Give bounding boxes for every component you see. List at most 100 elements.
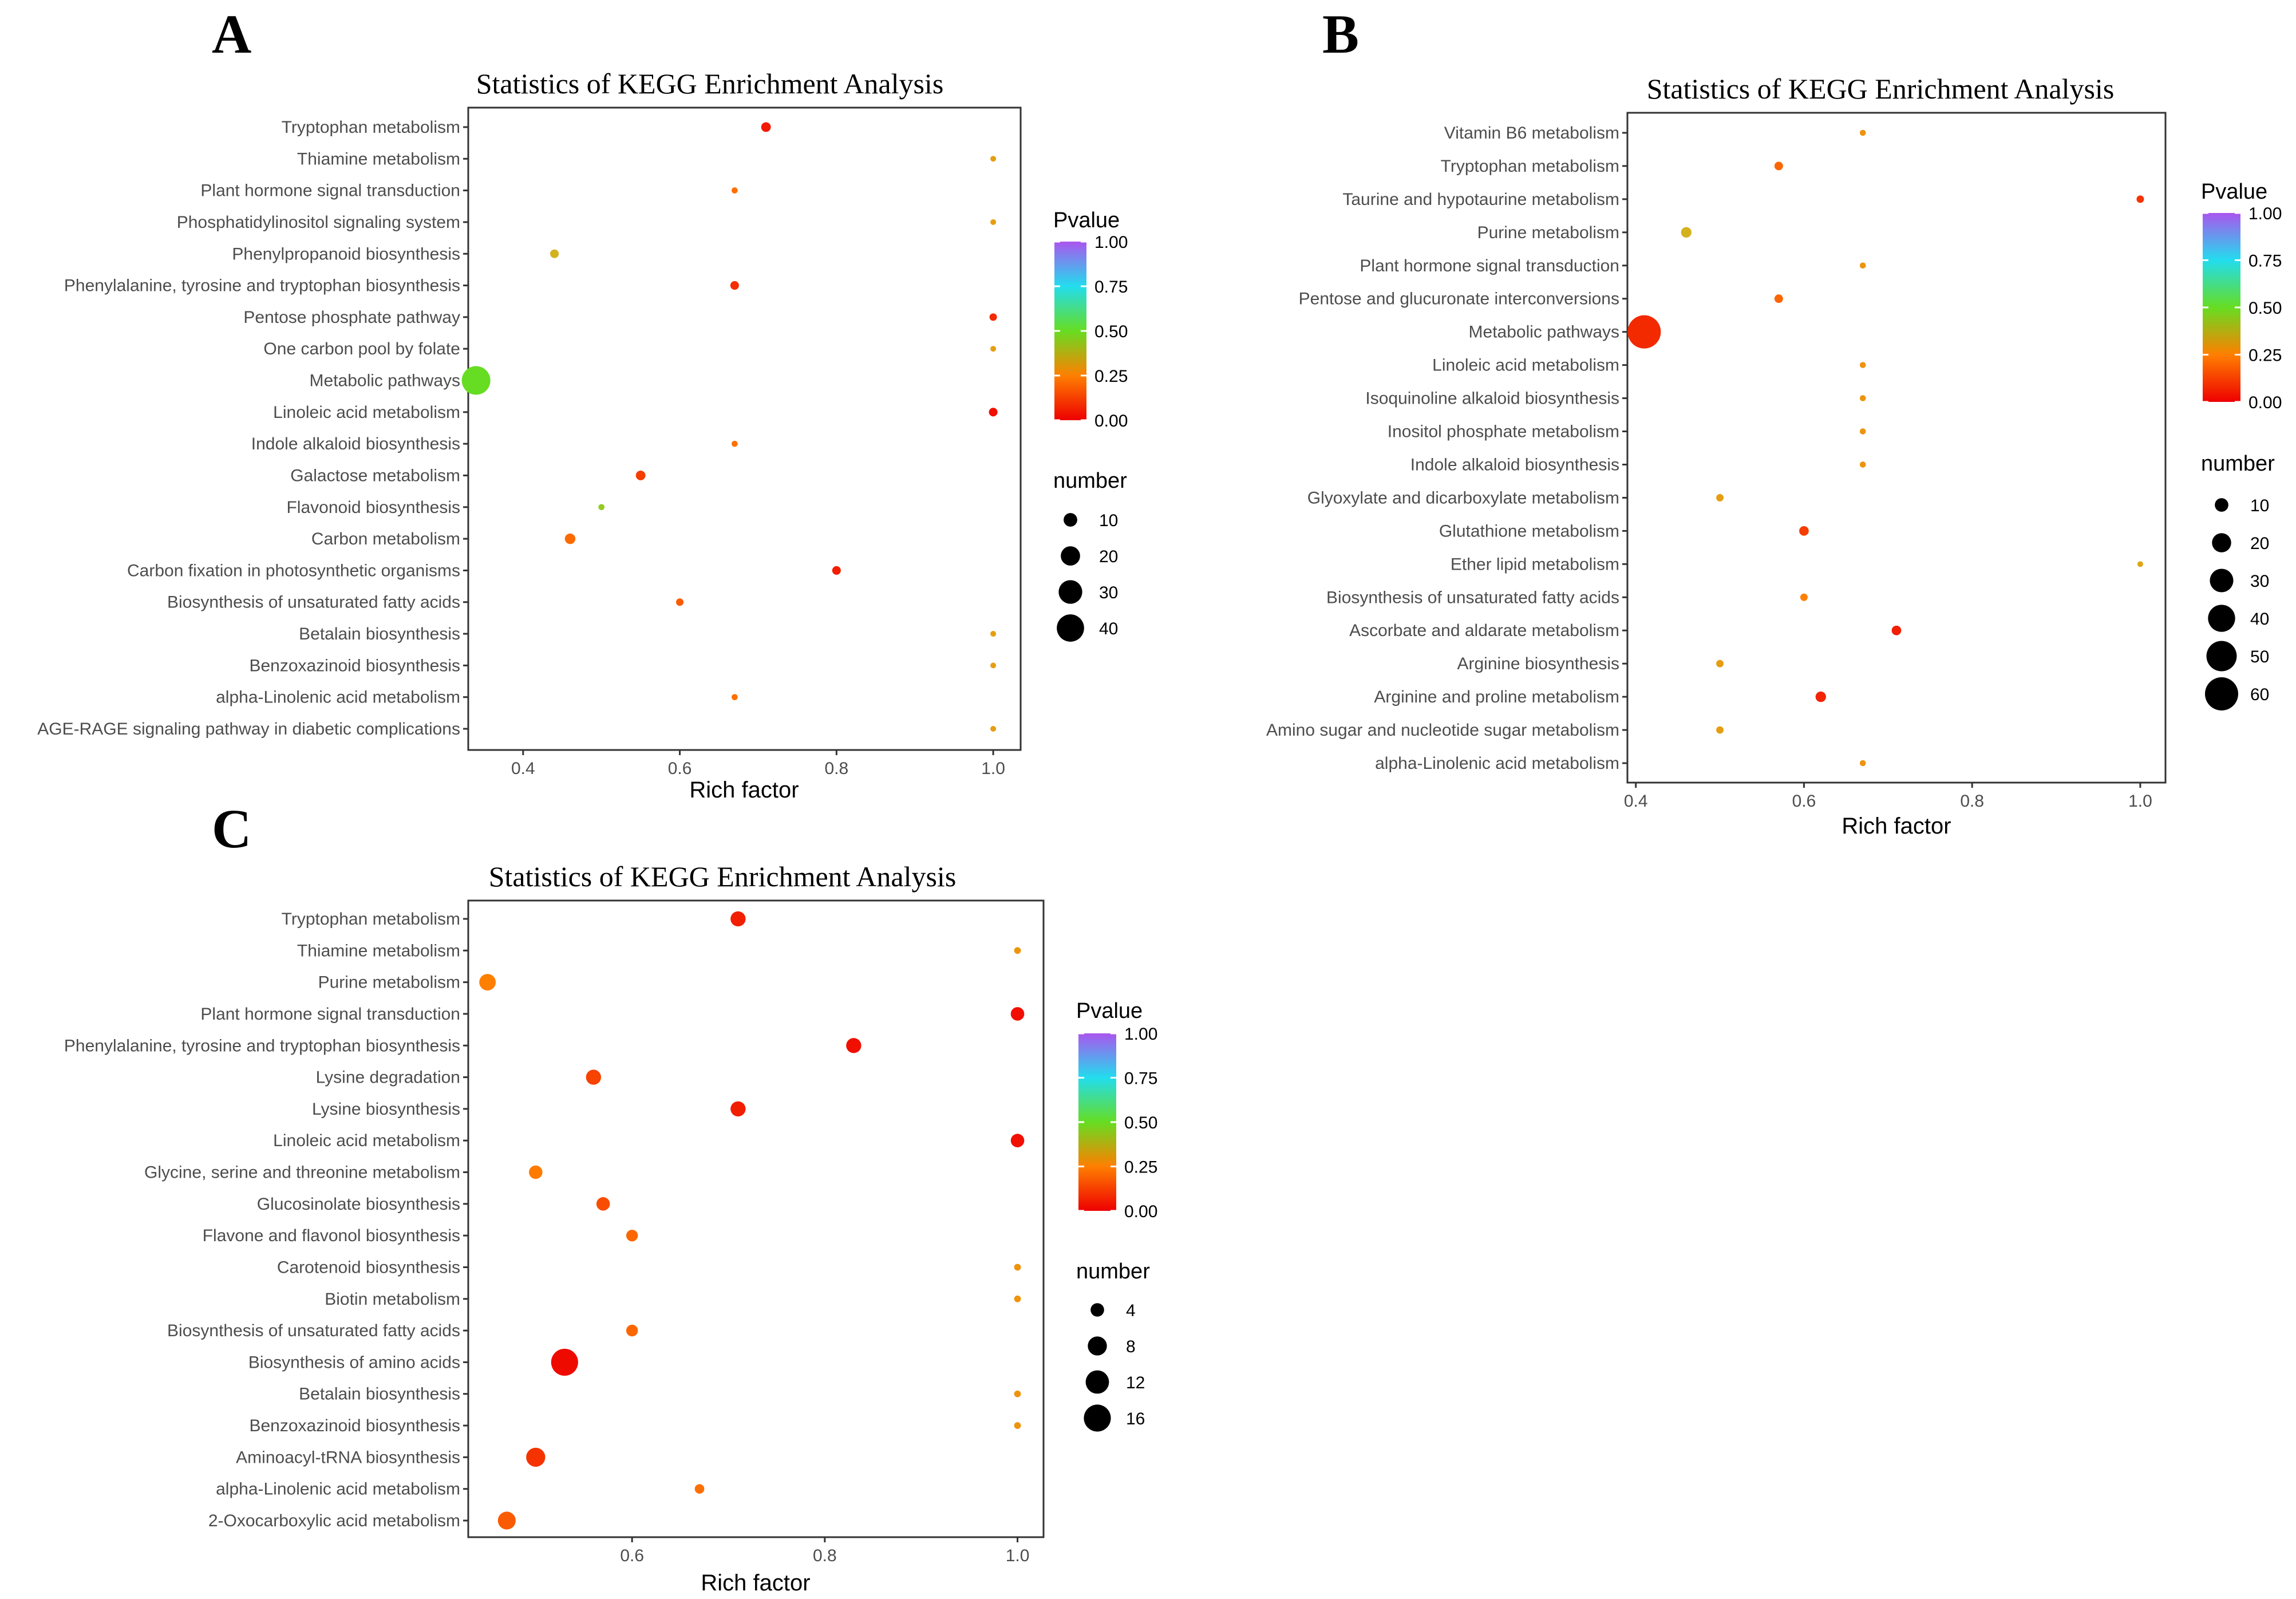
y-tick-label: Biosynthesis of unsaturated fatty acids [167,1321,460,1340]
size-legend-dot [1057,614,1084,642]
data-point [2136,195,2144,203]
plot-frame [467,899,1045,1538]
y-tick-label: Biosynthesis of unsaturated fatty acids [167,593,460,612]
number-legend: number 10 20 30 40 [1053,469,1127,642]
data-point [2137,561,2143,567]
data-point [732,440,738,447]
y-tick-label: Plant hormone signal transduction [200,1005,460,1024]
x-tick-label: 1.0 [981,759,1005,778]
data-point [990,219,997,225]
data-point [990,662,997,669]
size-legend-label: 10 [1099,511,1118,530]
size-legend-dot [1090,1303,1104,1317]
y-tick-label: Purine metabolism [318,973,460,992]
colorbar-tick-label: 0.50 [1124,1114,1157,1132]
data-point [1716,726,1724,734]
x-tick-label: 0.6 [620,1546,644,1565]
x-axis-title: Rich factor [689,777,799,803]
y-tick-label: Metabolic pathways [1469,323,1619,342]
y-tick-label: alpha-Linolenic acid metabolism [216,688,460,707]
y-tick-label: Plant hormone signal transduction [1360,256,1619,275]
y-tick-label: Phenylalanine, tyrosine and tryptophan b… [64,1036,460,1055]
colorbar-tick-label: 0.25 [2248,346,2282,365]
data-point [1859,760,1866,767]
panel-b: B Statistics of KEGG Enrichment Analysis… [1266,3,2282,839]
size-legend-dot [1085,1370,1109,1394]
panel-a: A Statistics of KEGG Enrichment Analysis… [37,3,1128,803]
data-point [990,156,997,162]
size-legend-label: 4 [1126,1301,1136,1320]
x-axis-title: Rich factor [1841,814,1951,839]
colorbar-tick-label: 0.25 [1124,1158,1157,1177]
data-point [564,533,576,544]
data-point [1014,1264,1021,1271]
y-tick-label: Biotin metabolism [325,1290,460,1309]
data-point [1014,947,1021,954]
y-tick-label: One carbon pool by folate [263,339,460,358]
data-point [730,1101,746,1117]
data-point [1010,1134,1025,1147]
pvalue-legend: Pvalue 1.00 0.75 0.50 0.25 0.00 [1053,208,1128,431]
y-tick-label: Glucosinolate biosynthesis [257,1195,460,1214]
y-tick-label: Ascorbate and aldarate metabolism [1349,621,1619,640]
data-point [761,122,771,132]
pvalue-colorbar [2203,213,2240,402]
y-tick-label: Tryptophan metabolism [1441,157,1619,176]
data-point [596,1197,610,1211]
data-point [1815,691,1826,702]
data-point [676,598,684,606]
y-tick-label: Flavone and flavonol biosynthesis [203,1226,460,1245]
data-point [461,366,491,395]
pvalue-legend: Pvalue 1.00 0.75 0.50 0.25 0.00 [2201,180,2282,412]
colorbar-tick-label: 0.25 [1094,367,1128,386]
panel-letter-a: A [212,3,251,65]
plot-frame [1626,112,2167,784]
y-tick-label: Carotenoid biosynthesis [277,1258,460,1277]
y-tick-label: Tryptophan metabolism [282,910,460,929]
pvalue-legend-title: Pvalue [1053,208,1120,232]
size-legend-dot [2205,677,2238,710]
colorbar-tick-label: 0.00 [1094,412,1128,431]
y-tick-label: Aminoacyl-tRNA biosynthesis [236,1448,460,1467]
data-point [832,566,841,575]
y-tick-label: Linoleic acid metabolism [273,403,460,422]
x-tick-label: 0.8 [1960,792,1984,811]
size-legend-dot [2210,568,2234,593]
number-legend: number 10 20 30 40 50 60 [2201,452,2275,710]
data-point [1859,129,1866,136]
y-tick-label: Vitamin B6 metabolism [1444,124,1619,143]
y-tick-label: Plant hormone signal transduction [200,181,460,200]
y-tick-label: Purine metabolism [1477,223,1619,242]
size-legend-label: 8 [1126,1337,1136,1356]
size-legend-dot [1058,580,1082,604]
y-tick-label: Pentose and glucuronate interconversions [1299,290,1619,309]
data-point [1716,660,1724,668]
colorbar-tick-label: 0.75 [1094,278,1128,297]
y-tick-label: AGE-RAGE signaling pathway in diabetic c… [37,720,460,739]
panel-letter-b: B [1322,3,1359,65]
data-point [990,631,997,637]
number-legend-title: number [1053,469,1127,493]
y-tick-label: Indole alkaloid biosynthesis [251,435,460,453]
data-point [550,249,559,258]
colorbar-tick-label: 0.00 [2248,393,2282,412]
y-tick-label: Flavonoid biosynthesis [286,498,460,517]
y-tick-label: alpha-Linolenic acid metabolism [216,1480,460,1499]
size-legend-dot [1084,1404,1111,1432]
y-tick-label: Linoleic acid metabolism [273,1131,460,1150]
y-tick-label: Biosynthesis of unsaturated fatty acids [1326,588,1619,607]
y-tick-label: Indole alkaloid biosynthesis [1410,455,1619,474]
colorbar-tick-label: 0.50 [2248,299,2282,318]
plot-title: Statistics of KEGG Enrichment Analysis [476,68,944,100]
x-tick-label: 0.4 [511,759,535,778]
data-point [732,187,738,194]
data-point [1014,1295,1021,1302]
y-tick-label: Carbon metabolism [311,530,460,548]
size-legend-dot [2212,533,2231,552]
plot-title: Statistics of KEGG Enrichment Analysis [489,860,957,893]
data-point [1859,262,1866,269]
data-point [635,471,646,480]
size-legend-label: 60 [2250,685,2269,704]
y-tick-label: Betalain biosynthesis [299,1385,460,1404]
